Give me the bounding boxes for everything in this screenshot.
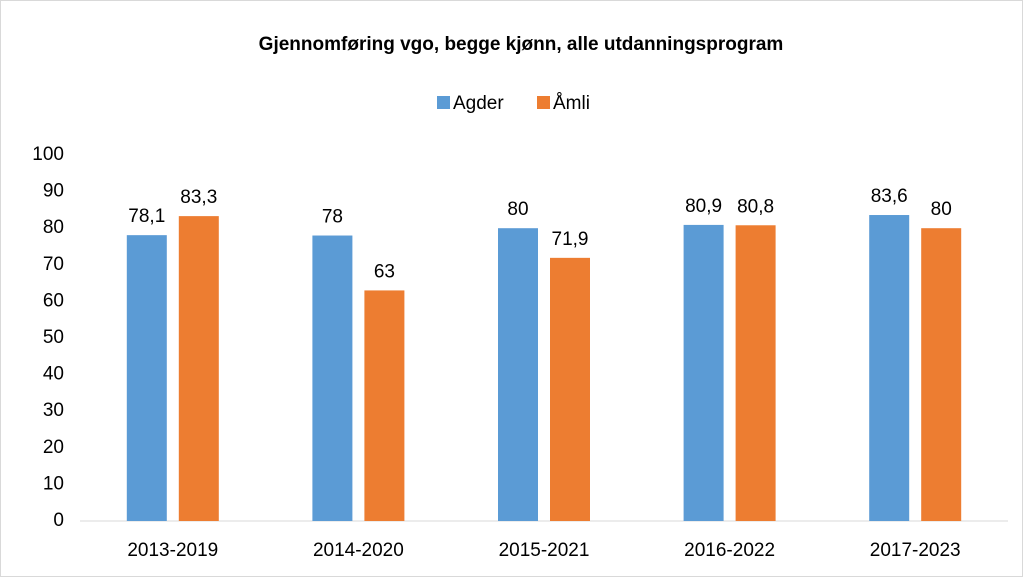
- x-tick-label: 2016-2022: [684, 540, 775, 561]
- data-label: 83,3: [180, 187, 217, 208]
- y-tick-label: 90: [43, 181, 64, 202]
- data-label: 78: [322, 207, 343, 228]
- bar: [869, 215, 910, 522]
- data-label: 78,1: [128, 206, 165, 227]
- y-tick-label: 80: [43, 217, 64, 238]
- bar: [312, 235, 353, 521]
- legend-swatch: [437, 96, 450, 109]
- bar: [921, 228, 962, 521]
- chart-title: Gjennomføring vgo, begge kjønn, alle utd…: [259, 34, 784, 55]
- bar: [550, 257, 590, 521]
- data-label: 80: [931, 199, 952, 220]
- bar: [178, 216, 219, 521]
- data-label: 63: [374, 261, 395, 282]
- data-label: 83,6: [871, 186, 908, 207]
- data-label: 80,8: [737, 196, 774, 217]
- y-tick-label: 10: [43, 473, 64, 494]
- x-tick-label: 2013-2019: [127, 540, 218, 561]
- y-tick-label: 100: [32, 144, 64, 165]
- legend-swatch: [537, 96, 550, 109]
- bar: [735, 225, 776, 521]
- legend-label: Agder: [453, 93, 504, 114]
- y-tick-label: 20: [43, 437, 64, 458]
- bar: [126, 235, 167, 522]
- x-tick-label: 2014-2020: [313, 540, 404, 561]
- x-tick-label: 2017-2023: [870, 540, 961, 561]
- x-tick-label: 2015-2021: [499, 540, 590, 561]
- bar: [364, 290, 405, 521]
- y-tick-label: 70: [43, 254, 64, 275]
- y-tick-label: 40: [43, 364, 64, 385]
- bar: [683, 224, 724, 521]
- y-tick-label: 30: [43, 400, 64, 421]
- legend-label: Åmli: [553, 93, 590, 114]
- data-label: 71,9: [552, 229, 589, 250]
- y-tick-label: 50: [43, 327, 64, 348]
- data-label: 80: [507, 199, 528, 220]
- data-label: 80,9: [685, 196, 722, 217]
- y-tick-label: 60: [43, 290, 64, 311]
- y-tick-label: 0: [53, 510, 64, 531]
- bar: [498, 228, 538, 521]
